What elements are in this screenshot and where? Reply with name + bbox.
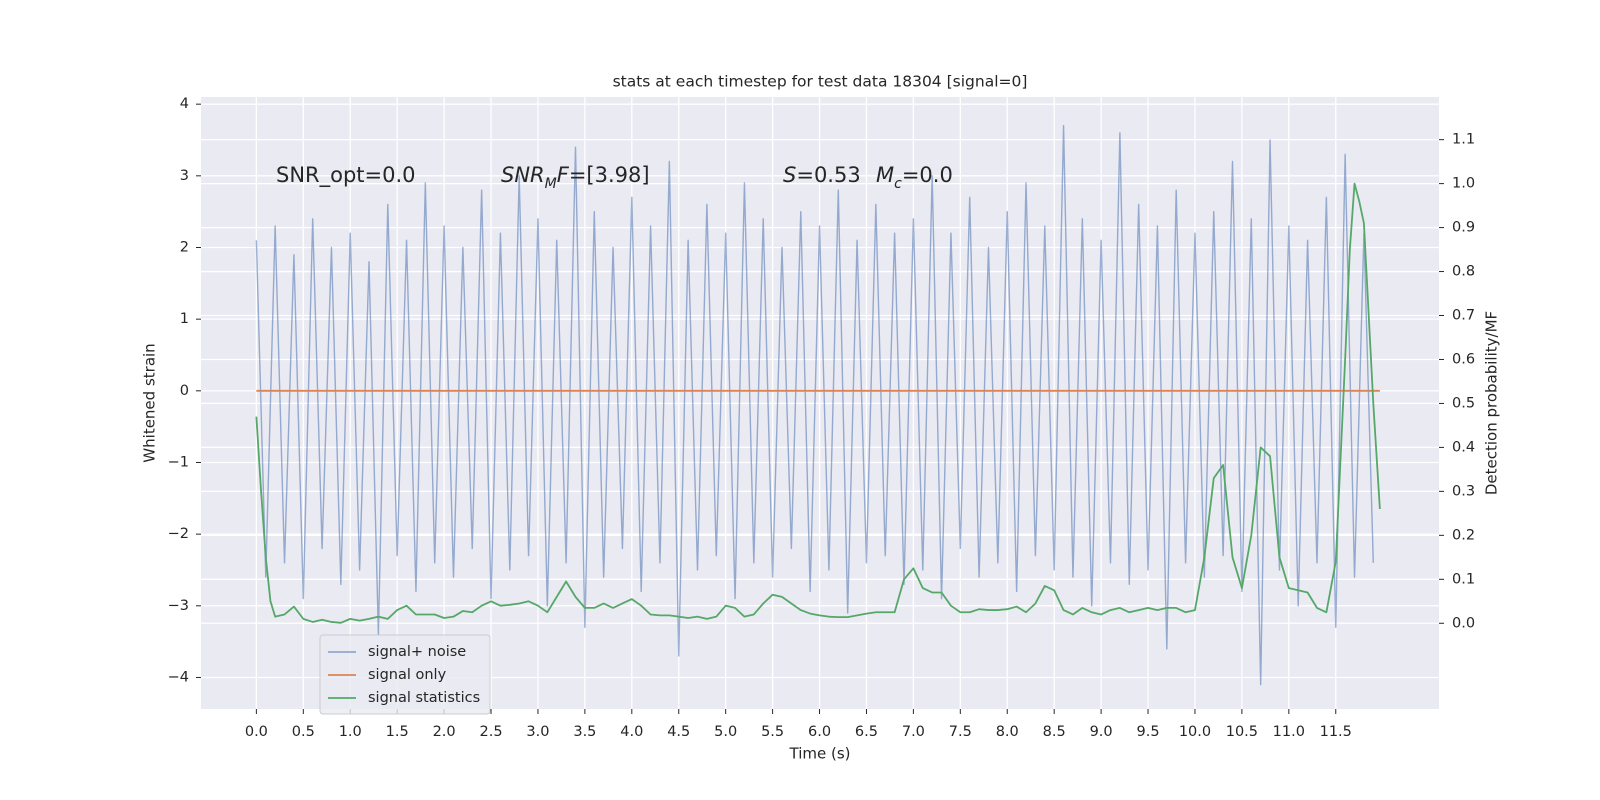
annotation-part: =0.53 (796, 163, 860, 187)
annotation-part: SNR (501, 163, 545, 187)
x-tick-label: 10.0 (1179, 724, 1211, 740)
x-tick-label: 0.5 (292, 724, 315, 740)
legend-box (319, 634, 491, 715)
y-tick-label: −1 (168, 454, 189, 470)
x-tick-label: 10.5 (1226, 724, 1258, 740)
x-tick-label: 4.5 (667, 724, 690, 740)
y2-tick-label: 0.5 (1452, 395, 1475, 411)
annotation-part: S (783, 163, 796, 187)
annotation-part: M (545, 176, 557, 192)
y2-tick-label: 0.7 (1452, 308, 1475, 324)
legend-label: signal+ noise (368, 644, 466, 660)
x-tick-label: 1.5 (386, 724, 409, 740)
x-tick-label: 8.5 (1043, 724, 1066, 740)
x-tick-label: 9.5 (1137, 724, 1160, 740)
annotation-part: =[3.98] (569, 163, 650, 187)
y2-tick-label: 0.2 (1452, 527, 1475, 543)
y2-tick-label: 0.4 (1452, 439, 1475, 455)
y2-tick-label: 0.8 (1452, 264, 1475, 280)
y-axis-label: Whitened strain (141, 343, 159, 462)
x-tick-label: 2.0 (433, 724, 456, 740)
x-axis-label: Time (s) (789, 745, 851, 763)
series-line (255, 124, 1374, 686)
annotation: S=0.53 (783, 163, 861, 187)
x-tick-label: 4.0 (620, 724, 643, 740)
annotation-part: =0.0 (902, 163, 953, 187)
y2-axis-label: Detection probability/MF (1483, 311, 1501, 495)
x-tick-label: 6.5 (855, 724, 878, 740)
y-tick-label: 4 (180, 96, 189, 112)
series-line (255, 182, 1381, 624)
x-tick-label: 3.0 (526, 724, 549, 740)
y2-tick-label: 1.0 (1452, 176, 1475, 192)
y-tick-label: −3 (168, 598, 189, 614)
annotation: SNR_opt=0.0 (276, 163, 416, 188)
annotation-part: SNR_opt=0.0 (276, 163, 416, 188)
x-tick-label: 5.0 (714, 724, 737, 740)
legend-label: signal only (368, 667, 447, 683)
legend-label: signal statistics (368, 690, 480, 706)
y2-tick-label: 0.3 (1452, 483, 1475, 499)
x-tick-label: 0.0 (245, 724, 268, 740)
x-tick-label: 9.0 (1090, 724, 1113, 740)
x-tick-label: 8.0 (996, 724, 1019, 740)
x-tick-label: 7.0 (902, 724, 925, 740)
y-tick-label: 1 (180, 311, 189, 327)
x-tick-label: 5.5 (761, 724, 784, 740)
annotation-part: F (557, 163, 570, 187)
y2-tick-label: 1.1 (1452, 132, 1475, 148)
x-tick-label: 2.5 (479, 724, 502, 740)
x-tick-label: 6.0 (808, 724, 831, 740)
y2-tick-label: 0.0 (1452, 615, 1475, 631)
chart-title: stats at each timestep for test data 183… (613, 73, 1028, 91)
y2-tick-label: 0.1 (1452, 571, 1475, 587)
x-tick-label: 1.0 (339, 724, 362, 740)
x-tick-label: 11.0 (1273, 724, 1305, 740)
annotation-part: c (894, 176, 902, 192)
y-tick-label: 2 (180, 239, 189, 255)
x-tick-label: 3.5 (573, 724, 596, 740)
y-tick-label: −4 (168, 669, 189, 685)
y-tick-label: 3 (180, 168, 189, 184)
y2-tick-label: 0.9 (1452, 220, 1475, 236)
annotation: Mc=0.0 (876, 163, 953, 192)
y2-tick-label: 0.6 (1452, 351, 1475, 367)
annotation: SNRMF=[3.98] (501, 163, 650, 192)
x-tick-label: 11.5 (1320, 724, 1352, 740)
annotation-part: M (876, 163, 894, 187)
x-tick-label: 7.5 (949, 724, 972, 740)
y-tick-label: −2 (168, 526, 189, 542)
y-tick-label: 0 (180, 383, 189, 399)
